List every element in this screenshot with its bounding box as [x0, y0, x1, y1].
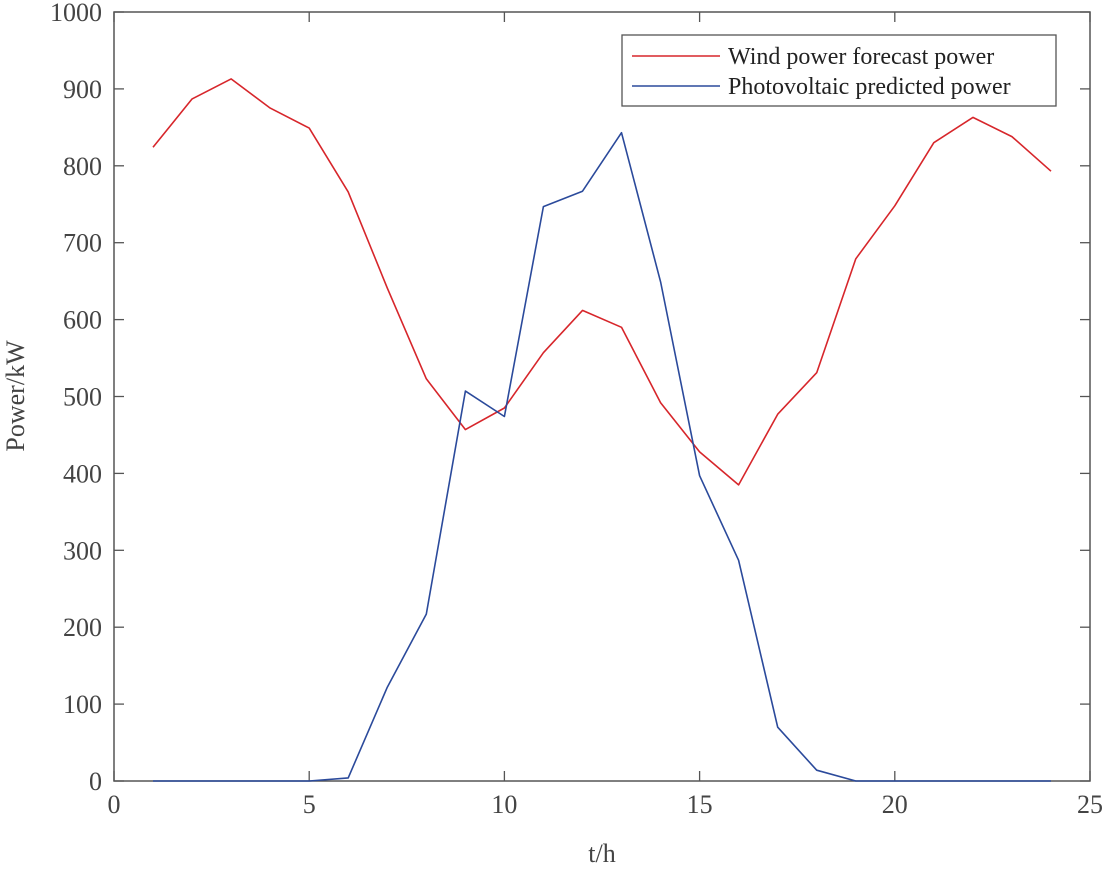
x-tick-label: 20: [882, 790, 908, 819]
y-tick-label: 300: [63, 536, 102, 565]
y-tick-label: 1000: [50, 0, 102, 27]
y-tick-label: 200: [63, 613, 102, 642]
legend-box: [621, 34, 1057, 107]
y-tick-label: 700: [63, 229, 102, 258]
x-tick-label: 0: [108, 790, 121, 819]
y-tick-label: 400: [63, 459, 102, 488]
y-tick-label: 100: [63, 690, 102, 719]
y-tick-label: 500: [63, 383, 102, 412]
axes: 0 5 10 15 20 25 0 100 200 300 400 500 600 700 800 900 10…: [50, 0, 1103, 819]
x-tick-label: 25: [1077, 790, 1103, 819]
y-axis-label: Power/kW: [1, 340, 30, 452]
x-tick-label: 5: [303, 790, 316, 819]
x-tick-label: 15: [687, 790, 713, 819]
y-tick-label: 800: [63, 152, 102, 181]
legend: Wind power forecast power Photovoltaic pr…: [621, 34, 1057, 107]
plot-frame: [113, 11, 1091, 782]
x-axis-label: t/h: [588, 839, 615, 865]
series-layer: [152, 78, 1052, 782]
wind-power-line: [152, 78, 1052, 486]
photovoltaic-power-line: [153, 131, 1051, 782]
legend-label: Wind power forecast power: [728, 44, 994, 70]
legend-label: Photovoltaic predicted power: [728, 74, 1011, 100]
y-tick-label: 900: [63, 75, 102, 104]
y-tick-label: 0: [89, 767, 102, 796]
y-tick-label: 600: [63, 306, 102, 335]
x-tick-label: 10: [491, 790, 517, 819]
